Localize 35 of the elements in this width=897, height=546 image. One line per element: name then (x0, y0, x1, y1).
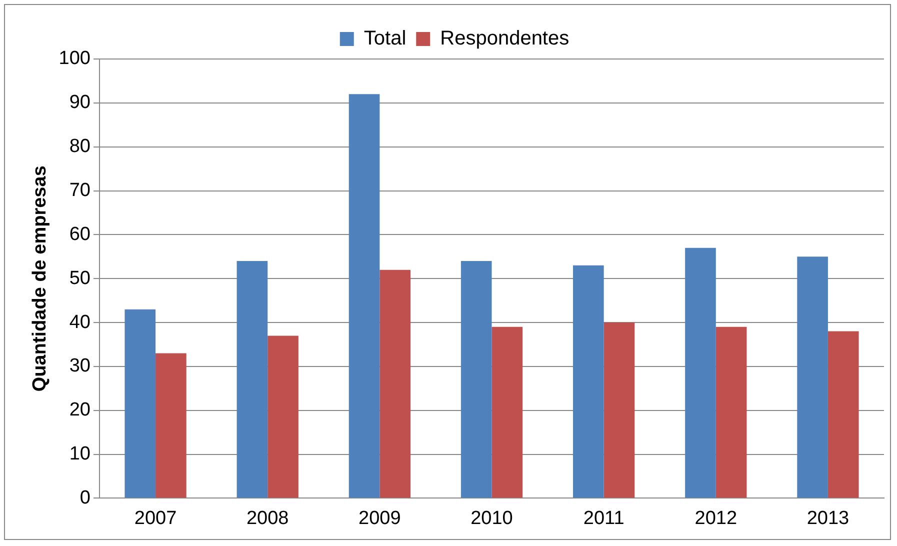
bar (828, 331, 859, 498)
y-axis-title: Quantidade de empresas (30, 166, 51, 392)
bar (124, 309, 156, 498)
y-tick-label: 80 (69, 136, 90, 158)
bar (156, 353, 186, 498)
x-tick-label: 2013 (806, 508, 850, 529)
y-tick-label: 30 (69, 356, 90, 377)
bar (716, 326, 747, 498)
x-tick-label: 2012 (694, 508, 738, 529)
bar (380, 270, 410, 498)
x-tick-label: 2010 (470, 508, 513, 529)
y-tick-label: 40 (69, 312, 90, 333)
bar (492, 326, 523, 498)
bar (348, 94, 380, 498)
y-tick-label: 50 (69, 268, 90, 289)
y-tick-label: 100 (58, 48, 90, 70)
y-tick-label: 20 (69, 400, 90, 421)
x-tick-label: 2008 (246, 508, 289, 529)
x-tick-label: 2007 (134, 508, 177, 529)
legend-label: Respondentes (440, 28, 570, 50)
x-tick-label: 2011 (583, 508, 624, 529)
bar (236, 261, 268, 498)
y-tick-label: 90 (69, 92, 90, 114)
y-tick-label: 10 (69, 444, 90, 465)
bar (573, 265, 604, 498)
bar (797, 256, 828, 498)
legend-label: Total (364, 28, 406, 50)
bar (685, 248, 716, 498)
y-tick-label: 60 (69, 224, 90, 245)
y-tick-label: 0 (80, 487, 90, 508)
x-tick-label: 2009 (358, 508, 401, 529)
bar (604, 322, 635, 498)
bar (460, 261, 492, 498)
y-tick-label: 70 (69, 180, 90, 201)
bar (268, 336, 298, 498)
